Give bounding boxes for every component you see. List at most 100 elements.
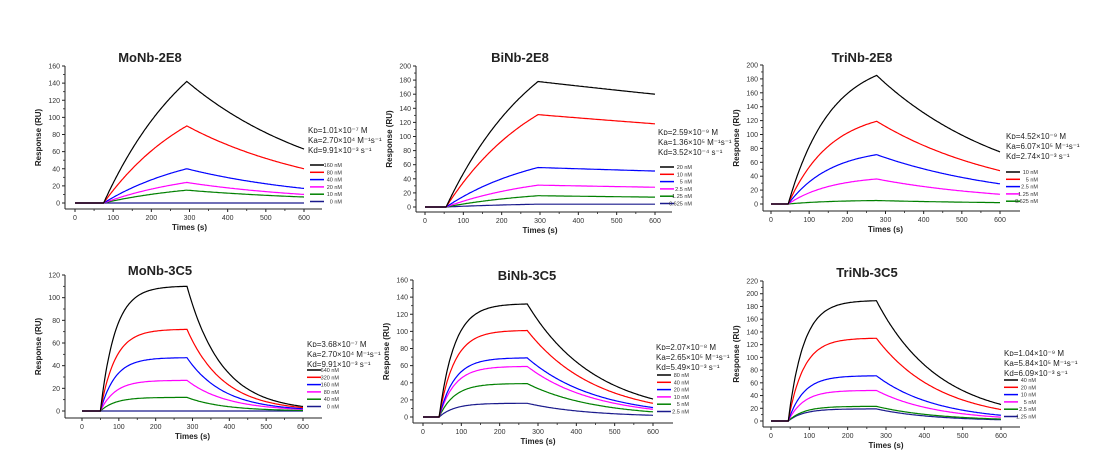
series-line-2_5-nM: [771, 405, 1001, 422]
y-tick-label: 60: [52, 341, 60, 348]
chart-title: BiNb-2E8: [491, 50, 549, 65]
y-tick-label: 180: [746, 304, 758, 311]
ka-text: Ka=2.65×10⁵ M⁻¹s⁻¹: [656, 353, 730, 362]
series-line-10-nM: [75, 189, 304, 204]
y-axis-label: Response (RU): [34, 317, 43, 375]
x-tick-label: 500: [260, 215, 272, 222]
legend-label: 80 nM: [324, 390, 340, 396]
x-tick-label: 300: [880, 433, 892, 440]
series-line-1_25-nM: [425, 195, 655, 208]
y-tick-label: 100: [396, 329, 408, 336]
y-tick-label: 160: [396, 278, 408, 285]
y-tick-label: 120: [746, 118, 758, 125]
x-tick-label: 500: [260, 424, 272, 431]
legend-label: 10 nM: [677, 172, 693, 178]
x-tick-label: 100: [803, 433, 815, 440]
y-tick-label: 80: [400, 346, 408, 353]
legend-label: 20 nM: [674, 388, 690, 394]
x-axis-label: Times (s): [175, 432, 210, 441]
chart-panel-6: TriNb-3C5 0 20 40 60 80 100 120 140 160 180 200 220 0…: [732, 265, 1078, 450]
x-tick-label: 600: [297, 424, 309, 431]
x-tick-label: 500: [609, 429, 621, 436]
x-tick-label: 600: [647, 429, 659, 436]
y-tick-label: 20: [52, 183, 60, 190]
series-line-20-nM: [423, 357, 654, 418]
series-line-80-nM: [82, 379, 303, 412]
legend-label: 1.25 nM: [1016, 415, 1036, 421]
x-tick-label: 500: [956, 217, 968, 224]
x-axis-label: Times (s): [521, 437, 556, 446]
y-tick-label: 60: [750, 160, 758, 167]
legend-label: 10 nM: [674, 395, 690, 401]
chart-title: MoNb-2E8: [118, 50, 182, 65]
legend-label: 160 nM: [324, 163, 343, 169]
ka-text: Ka=2.70×10⁴ M⁻¹s⁻¹: [308, 136, 382, 145]
x-tick-label: 0: [421, 429, 425, 436]
y-tick-label: 140: [746, 104, 758, 111]
y-tick-label: 80: [750, 368, 758, 375]
x-axis-label: Times (s): [523, 226, 558, 235]
y-axis-label: Response (RU): [732, 109, 741, 167]
series-line-2_5-nM: [771, 154, 1001, 205]
x-tick-label: 0: [80, 424, 84, 431]
y-tick-label: 160: [399, 92, 411, 99]
y-tick-label: 0: [754, 419, 758, 426]
x-tick-label: 300: [532, 429, 544, 436]
chart-panel-2: BiNb-2E8 0 20 40 60 80 100 120 140 160 180 200 0 100 2…: [385, 50, 732, 235]
x-tick-label: 200: [150, 424, 162, 431]
series-line-10-nM: [425, 113, 655, 208]
x-tick-label: 200: [494, 429, 506, 436]
chart-panel-1: MoNb-2E8 0 20 40 60 80 100 120 140 160 0 100 200 300 4…: [34, 50, 382, 232]
legend-label: 40 nM: [324, 397, 340, 403]
legend-label: 40 nM: [327, 178, 343, 184]
y-tick-label: 20: [750, 406, 758, 413]
x-tick-label: 100: [107, 215, 119, 222]
series-line-160-nM: [75, 80, 305, 204]
kd-text: Kd=3.52×10⁻⁴ s⁻¹: [658, 148, 723, 157]
legend-label: 0.625 nM: [669, 202, 692, 208]
series-line-20-nM: [425, 80, 656, 208]
y-axis-label: Response (RU): [732, 325, 741, 383]
y-tick-label: 140: [396, 295, 408, 302]
y-tick-label: 0: [754, 202, 758, 209]
y-tick-label: 140: [399, 106, 411, 113]
series-line-40-nM: [771, 300, 1002, 422]
series-line-0_625-nM: [771, 199, 1000, 205]
y-tick-label: 160: [746, 90, 758, 97]
legend-label: 80 nM: [674, 373, 690, 379]
kd-text: Kd=9.91×10⁻³ s⁻¹: [308, 146, 372, 155]
kd-equilibrium-text: Kᴅ=4.52×10⁻⁹ M: [1006, 132, 1066, 141]
series-line-5-nM: [425, 166, 655, 208]
series-line-10-nM: [771, 74, 1001, 205]
chart-title: MoNb-3C5: [128, 263, 192, 278]
y-tick-label: 160: [48, 64, 60, 71]
kd-text: Kd=6.09×10⁻³ s⁻¹: [1004, 369, 1068, 378]
y-tick-label: 40: [750, 174, 758, 181]
x-tick-label: 600: [649, 218, 661, 225]
y-tick-label: 20: [750, 188, 758, 195]
x-tick-label: 300: [187, 424, 199, 431]
legend-label: 160 nM: [321, 383, 340, 389]
series-line-20-nM: [75, 181, 304, 204]
chart-panel-3: TriNb-2E8 0 20 40 60 80 100 120 140 160 180 200 0 100…: [732, 50, 1080, 234]
legend-label: 10 nM: [327, 192, 343, 198]
y-tick-label: 120: [48, 98, 60, 105]
x-tick-label: 0: [769, 433, 773, 440]
x-tick-label: 200: [496, 218, 508, 225]
chart-title: TriNb-2E8: [832, 50, 893, 65]
kd-equilibrium-text: Kᴅ=2.07×10⁻⁸ M: [656, 343, 716, 352]
y-tick-label: 40: [52, 363, 60, 370]
y-tick-label: 200: [746, 63, 758, 70]
y-tick-label: 80: [750, 146, 758, 153]
legend-label: 0 nM: [330, 200, 343, 206]
series-line-40-nM: [75, 168, 304, 204]
y-tick-label: 140: [746, 329, 758, 336]
chart-panel-4: MoNb-3C5 0 20 40 60 80 100 120 0 100 200 300 400 500 6…: [34, 263, 381, 441]
y-tick-label: 60: [403, 162, 411, 169]
series-line-0_625-nM: [425, 203, 655, 208]
y-tick-label: 220: [746, 279, 758, 286]
x-tick-label: 300: [534, 218, 546, 225]
y-tick-label: 100: [746, 355, 758, 362]
